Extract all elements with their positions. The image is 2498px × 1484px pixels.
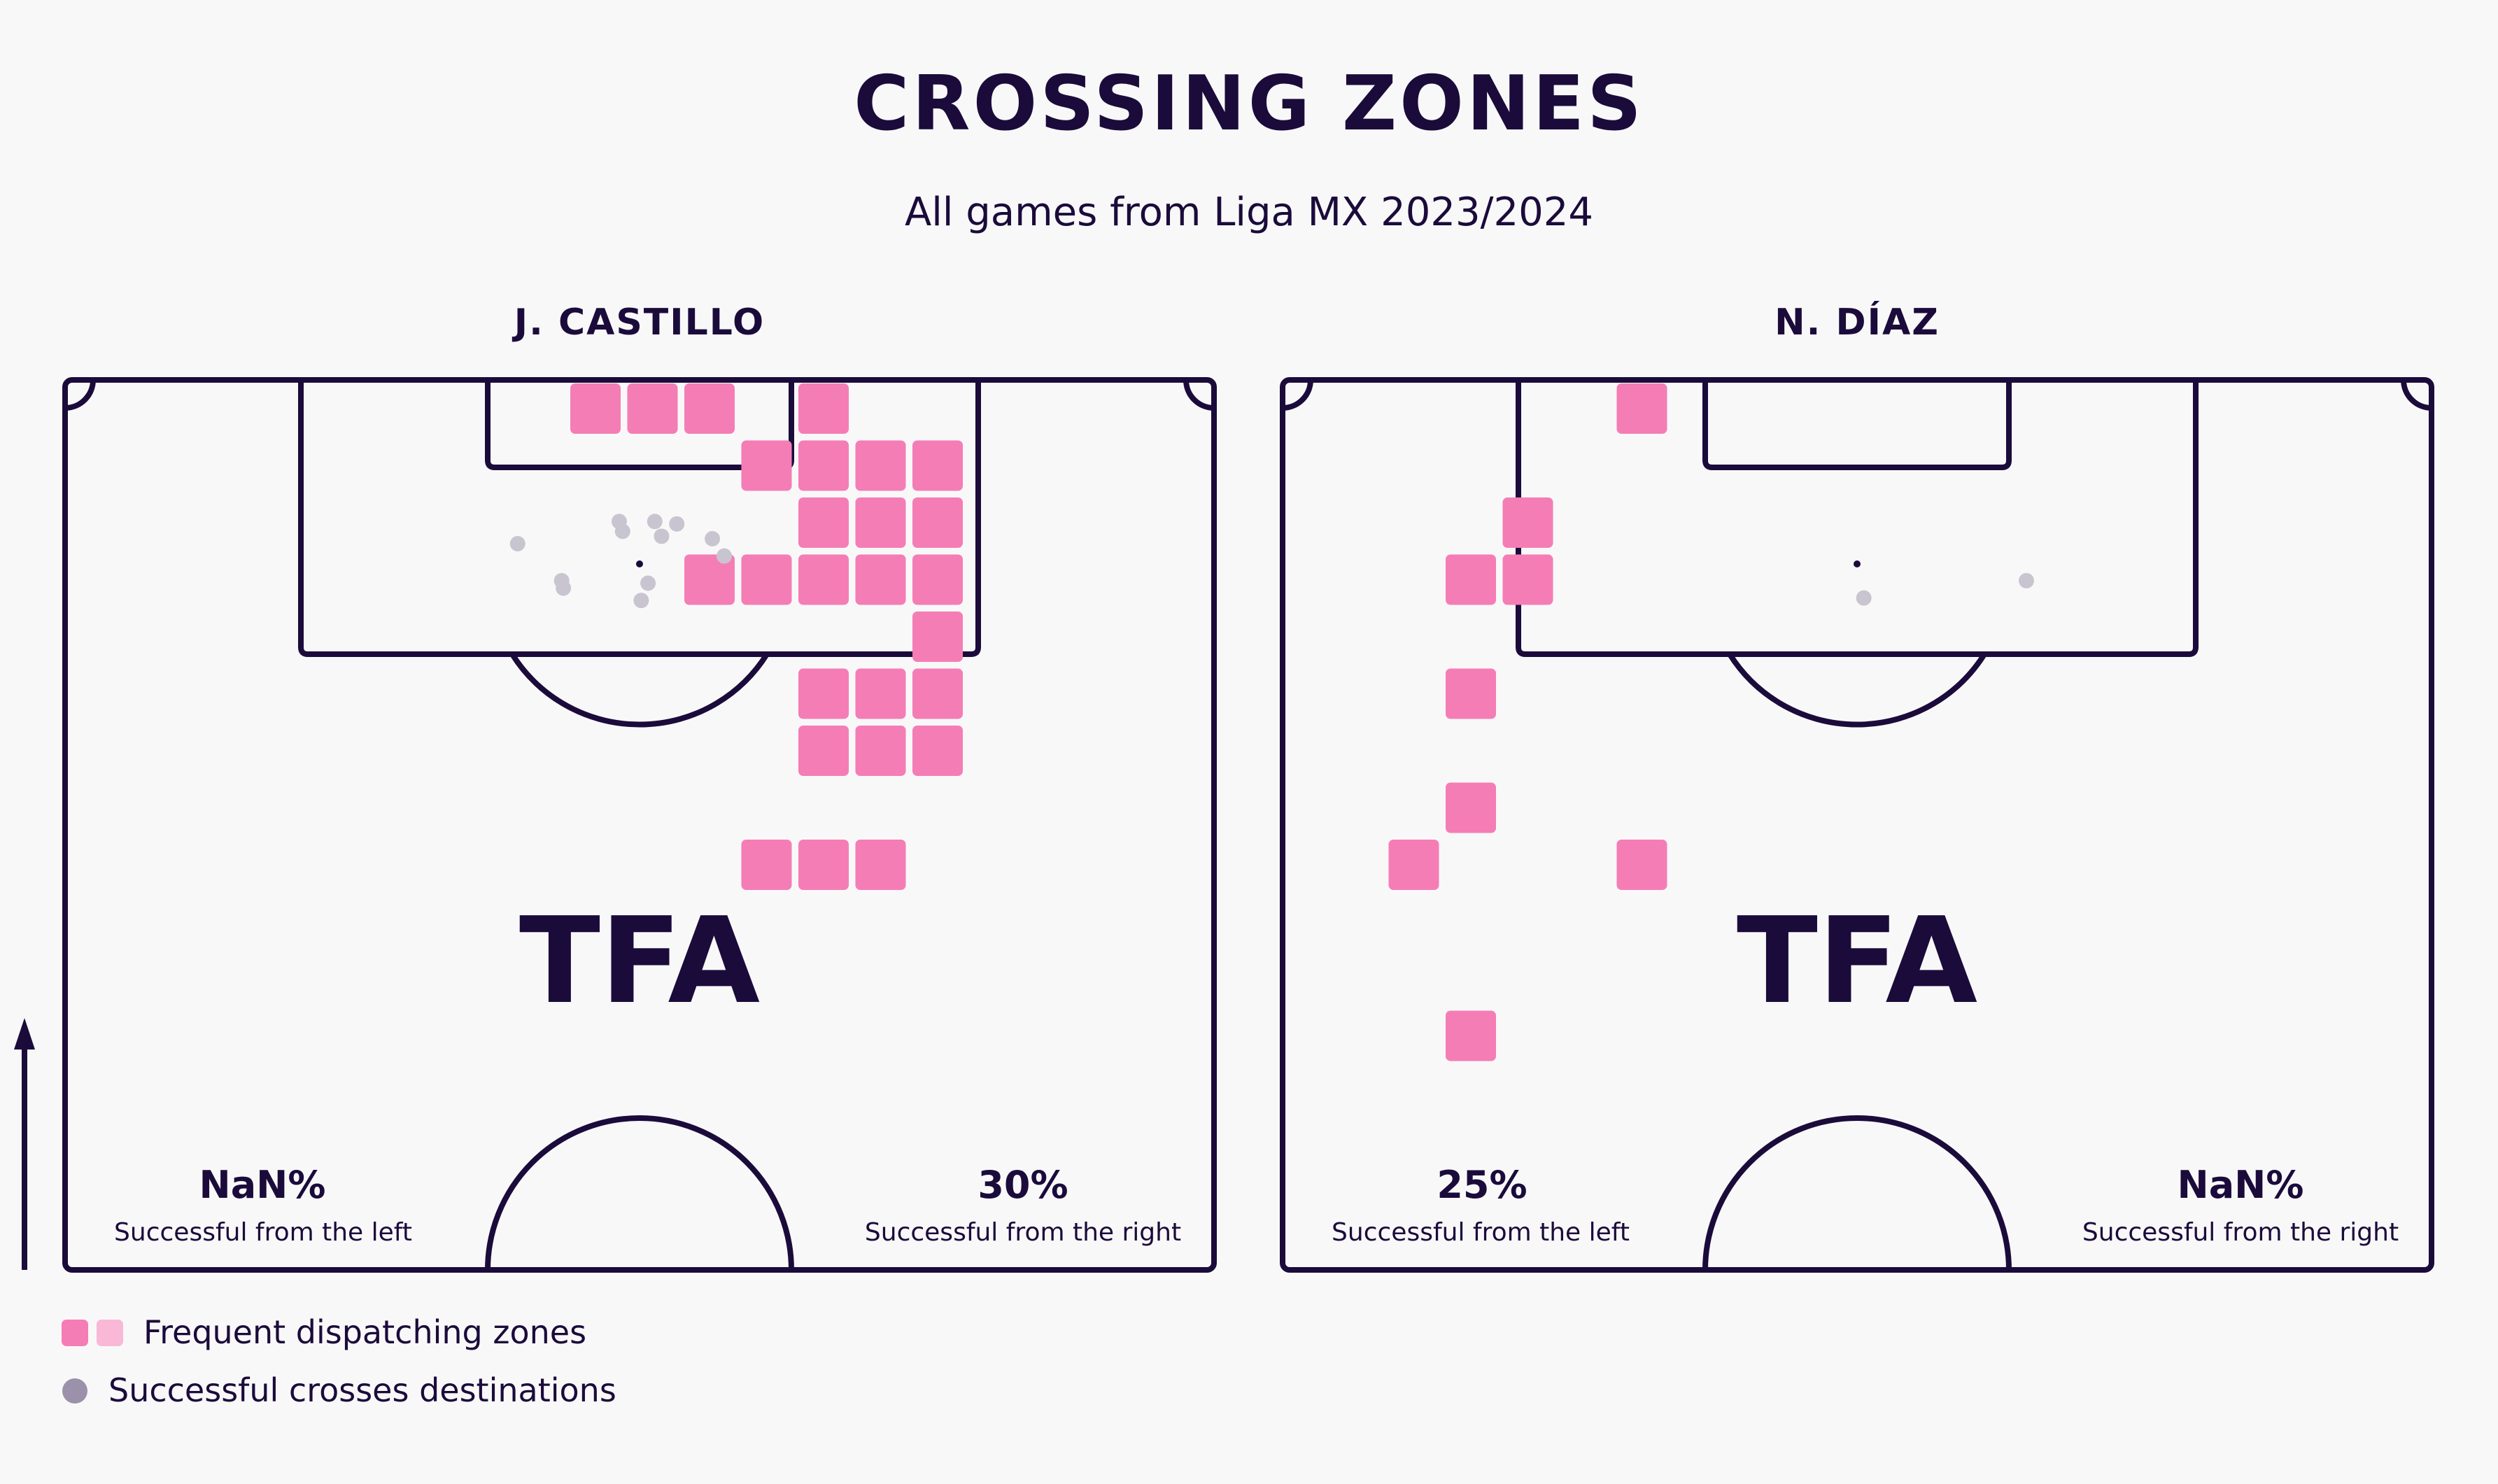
dispatch-zone-cell	[855, 726, 906, 776]
cross-destination-point	[633, 593, 649, 609]
cross-destination-point	[717, 548, 732, 564]
dispatch-zone-cell	[1446, 1010, 1496, 1061]
dispatch-zone-cell	[855, 840, 906, 890]
page-title: CROSSING ZONES	[854, 60, 1644, 148]
dispatch-zone-cell	[741, 440, 792, 491]
legend-zones-label: Frequent dispatching zones	[143, 1313, 586, 1351]
cross-destination-point	[705, 530, 721, 546]
dispatch-zone-cell	[1446, 554, 1496, 605]
cross-destination-point	[509, 536, 525, 552]
right-success-label: Successful from the right	[2082, 1218, 2399, 1247]
dispatch-zone-cell	[1502, 497, 1553, 548]
dispatch-zone-cell	[1616, 383, 1667, 434]
dispatch-zone-cell	[684, 554, 735, 605]
dispatch-zone-cell	[1502, 554, 1553, 605]
cross-destinations	[509, 514, 732, 609]
cross-destination-point	[640, 575, 656, 591]
player-name: N. DÍAZ	[1774, 301, 1940, 344]
dispatching-zones	[570, 383, 963, 890]
dispatch-zone-cell	[912, 668, 963, 719]
legend-destinations-label: Successful crosses destinations	[108, 1371, 616, 1409]
dispatch-zone-cell	[798, 840, 849, 890]
cross-destination-point	[654, 528, 670, 544]
cross-destination-point	[2019, 572, 2034, 588]
watermark-logo: TFA	[1737, 892, 1977, 1031]
player-name: J. CASTILLO	[512, 302, 765, 344]
penalty-spot	[636, 560, 643, 567]
dispatch-zone-cell	[798, 668, 849, 719]
dispatch-zone-cell	[798, 726, 849, 776]
dispatch-zone-cell	[1446, 668, 1496, 719]
dispatch-zone-cell	[627, 383, 678, 434]
cross-destination-point	[669, 516, 685, 532]
right-success-value: NaN%	[2178, 1163, 2304, 1207]
dispatch-zone-cell	[912, 612, 963, 662]
cross-destination-point	[611, 514, 627, 530]
right-success-value: 30%	[978, 1163, 1068, 1207]
left-success-value: NaN%	[199, 1163, 326, 1207]
right-success-label: Successful from the right	[865, 1218, 1181, 1247]
dispatch-zone-cell	[912, 726, 963, 776]
pitch-lines	[1280, 377, 2434, 1273]
legend-zone-swatch	[62, 1320, 88, 1346]
left-success-label: Successful from the left	[114, 1218, 412, 1247]
pitch-lines	[62, 377, 1217, 1273]
dispatching-zones	[1388, 383, 1667, 1061]
dispatch-zone-cell	[855, 497, 906, 548]
dispatch-zone-cell	[741, 554, 792, 605]
penalty-spot	[1854, 560, 1861, 567]
dispatch-zone-cell	[912, 440, 963, 491]
pitch-panel-2: N. DÍAZ TFA 25% Successful from the left NaN…	[1280, 301, 2434, 1273]
dispatch-zone-cell	[1388, 840, 1439, 890]
legend-destination-marker	[62, 1378, 87, 1404]
left-success-value: 25%	[1437, 1163, 1527, 1207]
pitch-panel-1: J. CASTILLO TFA NaN% Successful from the le…	[62, 302, 1217, 1273]
dispatch-zone-cell	[741, 840, 792, 890]
dispatch-zone-cell	[1446, 782, 1496, 833]
dispatch-zone-cell	[798, 497, 849, 548]
dispatch-zone-cell	[798, 554, 849, 605]
dispatch-zone-cell	[912, 554, 963, 605]
dispatch-zone-cell	[798, 440, 849, 491]
cross-destination-point	[1856, 590, 1872, 606]
legend: Frequent dispatching zones Successful cr…	[62, 1313, 616, 1409]
left-success-label: Successful from the left	[1332, 1218, 1630, 1247]
page-subtitle: All games from Liga MX 2023/2024	[905, 190, 1593, 235]
legend-zone-swatch-light	[97, 1320, 123, 1346]
dispatch-zone-cell	[855, 668, 906, 719]
dispatch-zone-cell	[1616, 840, 1667, 890]
dispatch-zone-cell	[798, 383, 849, 434]
watermark-logo: TFA	[519, 892, 760, 1031]
dispatch-zone-cell	[684, 383, 735, 434]
dispatch-zone-cell	[855, 554, 906, 605]
dispatch-zone-cell	[570, 383, 621, 434]
cross-destination-point	[553, 572, 570, 588]
cross-destination-point	[647, 514, 663, 530]
attack-direction-arrow	[14, 1018, 35, 1270]
cross-destinations	[1856, 572, 2034, 606]
dispatch-zone-cell	[855, 440, 906, 491]
dispatch-zone-cell	[912, 497, 963, 548]
